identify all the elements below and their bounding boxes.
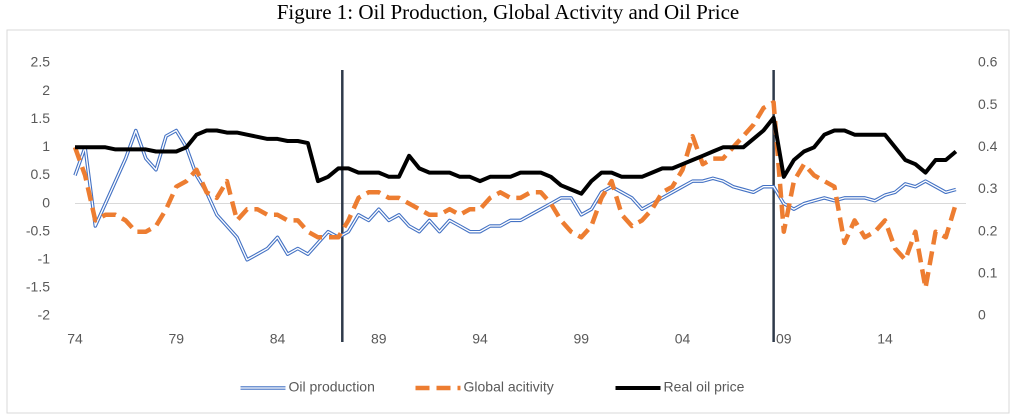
x-tick-label: 04 bbox=[675, 331, 691, 347]
legend-label: Oil production bbox=[289, 379, 375, 395]
legend-label: Real oil price bbox=[664, 379, 745, 395]
series-line bbox=[75, 115, 958, 196]
y-tick-label: -1 bbox=[38, 250, 51, 266]
x-tick-label: 84 bbox=[270, 331, 286, 347]
y-tick-label: 1 bbox=[42, 138, 50, 154]
y-tick-label: 0.5 bbox=[31, 166, 51, 182]
y-tick-label: -0.5 bbox=[26, 222, 50, 238]
y2-tick-label: 0.1 bbox=[978, 265, 998, 281]
x-tick-label: 79 bbox=[168, 331, 184, 347]
x-tick-label: 94 bbox=[472, 331, 488, 347]
y-tick-label: 1.5 bbox=[31, 110, 51, 126]
y2-tick-label: 0.4 bbox=[978, 138, 998, 154]
y-tick-label: -1.5 bbox=[26, 279, 50, 295]
y-tick-label: 2 bbox=[42, 82, 50, 98]
x-tick-label: 09 bbox=[776, 331, 792, 347]
chart-title: Figure 1: Oil Production, Global Activit… bbox=[277, 0, 740, 24]
x-tick-label: 14 bbox=[877, 331, 893, 347]
y-tick-label: 0 bbox=[42, 194, 50, 210]
y-tick-label: -2 bbox=[38, 307, 51, 323]
x-tick-label: 99 bbox=[573, 331, 589, 347]
y2-tick-label: 0.3 bbox=[978, 180, 998, 196]
series-line bbox=[72, 100, 959, 291]
x-tick-label: 74 bbox=[67, 331, 83, 347]
y2-tick-label: 0.5 bbox=[978, 96, 998, 112]
y-tick-label: 2.5 bbox=[31, 54, 51, 70]
legend-label: Global acitivity bbox=[464, 379, 554, 395]
y2-tick-label: 0.6 bbox=[978, 54, 998, 70]
y2-tick-label: 0.2 bbox=[978, 222, 998, 238]
y2-tick-label: 0 bbox=[978, 307, 986, 323]
series-line-inner bbox=[74, 129, 957, 261]
chart-frame bbox=[6, 29, 1010, 414]
x-tick-label: 89 bbox=[371, 331, 387, 347]
